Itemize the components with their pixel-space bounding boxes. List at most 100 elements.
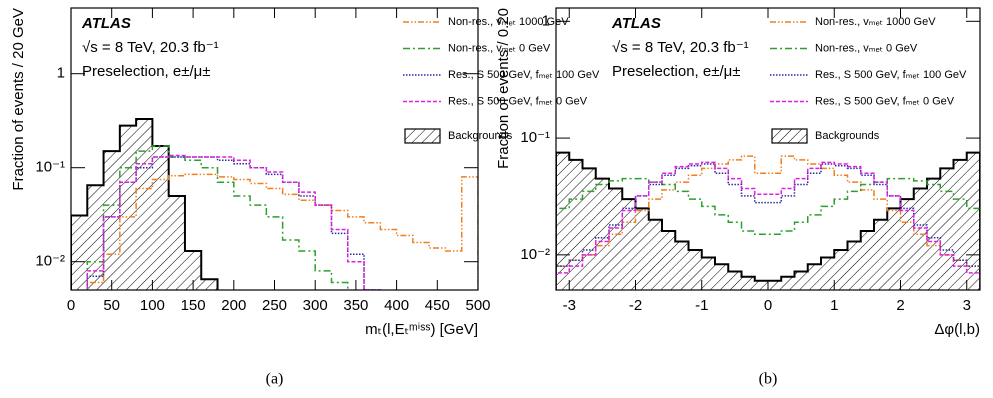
x-tick-label: 300 [303, 297, 328, 314]
signal-histogram [86, 145, 349, 290]
background-outline [71, 117, 219, 290]
background-bin [794, 271, 808, 290]
background-bin [834, 250, 848, 290]
background-bin [119, 125, 137, 290]
background-bin [556, 152, 570, 290]
background-bin [966, 152, 980, 290]
background-bin [900, 199, 914, 290]
signal-histogram [86, 154, 382, 290]
plot-area [71, 117, 478, 290]
x-tick-label: 450 [425, 297, 450, 314]
y-tick-label: 10⁻² [35, 253, 65, 270]
background-bin [168, 196, 185, 290]
annotation: √s = 8 TeV, 20.3 fb⁻¹ [612, 39, 749, 56]
legend-label: Non-res., vₘₑₜ 0 GeV [815, 42, 918, 54]
legend-label: Res., S 500 GeV, fₘₑₜ 100 GeV [815, 69, 967, 81]
background-bin [768, 280, 782, 290]
x-tick-label: 100 [140, 297, 165, 314]
y-tick-label: 10⁻² [520, 246, 550, 263]
background-bin [582, 168, 596, 290]
background-bin [675, 241, 689, 290]
background-bin [201, 279, 218, 290]
x-tick-label: -2 [629, 297, 642, 314]
signal-histogram [556, 161, 980, 290]
background-bin [71, 215, 88, 290]
x-tick-label: -3 [563, 297, 576, 314]
background-bin [609, 188, 623, 290]
background-bin [874, 219, 888, 290]
panel: -3 -2 -1 0 1 2 3 10⁻² 10⁻¹ 1 Δφ(l,b) Fraction of ev… [495, 7, 981, 388]
annotation: ATLAS [611, 15, 661, 32]
x-tick-label: 0 [67, 297, 75, 314]
x-tick-label: 0 [764, 297, 772, 314]
legend-label: Non-res., vₘₑₜ 1000 GeV [815, 16, 936, 28]
background-bin [940, 168, 954, 290]
legend-label: Non-res., vₘₑₜ 0 GeV [448, 42, 551, 54]
background-bin [913, 188, 927, 290]
y-tick-label: 10⁻¹ [35, 159, 65, 176]
y-axis-label: Fraction of events / 0.20 [495, 8, 512, 169]
background-bin [887, 208, 901, 290]
x-tick-label: -1 [695, 297, 708, 314]
x-axis-label: Δφ(l,b) [934, 321, 980, 338]
y-tick-label: 1 [542, 12, 550, 29]
background-bin [847, 241, 861, 290]
x-tick-label: 500 [465, 297, 490, 314]
annotation: Preselection, e±/μ± [612, 63, 741, 80]
background-bin [569, 159, 583, 290]
background-bin [622, 199, 636, 290]
background-bin [662, 231, 676, 290]
x-tick-label: 150 [181, 297, 206, 314]
background-bin [635, 208, 649, 290]
background-bin [648, 219, 662, 290]
x-tick-label: 350 [343, 297, 368, 314]
y-tick-label: 1 [57, 65, 65, 82]
legend-label: Res., S 500 GeV, fₘₑₜ 100 GeV [448, 69, 600, 81]
background-bin [688, 250, 702, 290]
legend-label: Non-res., vₘₑₜ 1000 GeV [448, 16, 569, 28]
x-tick-label: 250 [262, 297, 287, 314]
background-bin [821, 257, 835, 290]
background-bin [741, 276, 755, 290]
legend-swatch [404, 128, 441, 144]
legend-swatch [771, 128, 808, 144]
background-bin [595, 178, 609, 290]
x-axis-label: mₜ(l,Eₜᵐⁱˢˢ) [GeV] [365, 321, 478, 338]
x-tick-label: 3 [963, 297, 971, 314]
background-bin [87, 185, 104, 290]
annotation: √s = 8 TeV, 20.3 fb⁻¹ [82, 39, 219, 56]
background-bin [103, 151, 120, 290]
legend-label: Backgrounds [815, 130, 880, 142]
y-tick-label: 10⁻¹ [520, 129, 550, 146]
background-bin [136, 118, 153, 290]
background-bin [754, 280, 768, 290]
x-tick-label: 200 [221, 297, 246, 314]
background-bin [701, 257, 715, 290]
legend-label: Res., S 500 GeV, fₘₑₜ 0 GeV [448, 95, 588, 107]
caption: (a) [266, 371, 284, 388]
background-bin [781, 276, 795, 290]
legend-label: Res., S 500 GeV, fₘₑₜ 0 GeV [815, 95, 955, 107]
x-tick-label: 1 [830, 297, 838, 314]
caption: (b) [759, 371, 778, 388]
signal-histogram [556, 177, 980, 290]
background-bin [927, 178, 941, 290]
background-bin [152, 146, 169, 290]
plot-area [556, 151, 980, 290]
x-tick-label: 400 [384, 297, 409, 314]
background-bin [715, 264, 729, 290]
x-tick-label: 2 [896, 297, 904, 314]
background-bin [860, 231, 874, 290]
background-bin [728, 271, 742, 290]
annotation: Preselection, e±/μ± [82, 63, 211, 80]
panel: 0 50 100 150 200 250 300 350 400 450 500 10⁻² 10⁻¹ 1 m… [10, 7, 600, 388]
background-bin [184, 250, 202, 290]
legend-label: Backgrounds [448, 130, 513, 142]
signal-histogram [86, 173, 478, 290]
x-tick-label: 50 [103, 297, 120, 314]
annotation: ATLAS [81, 15, 131, 32]
background-bin [807, 264, 821, 290]
background-bin [953, 159, 967, 290]
y-axis-label: Fraction of events / 20 GeV [10, 8, 27, 191]
